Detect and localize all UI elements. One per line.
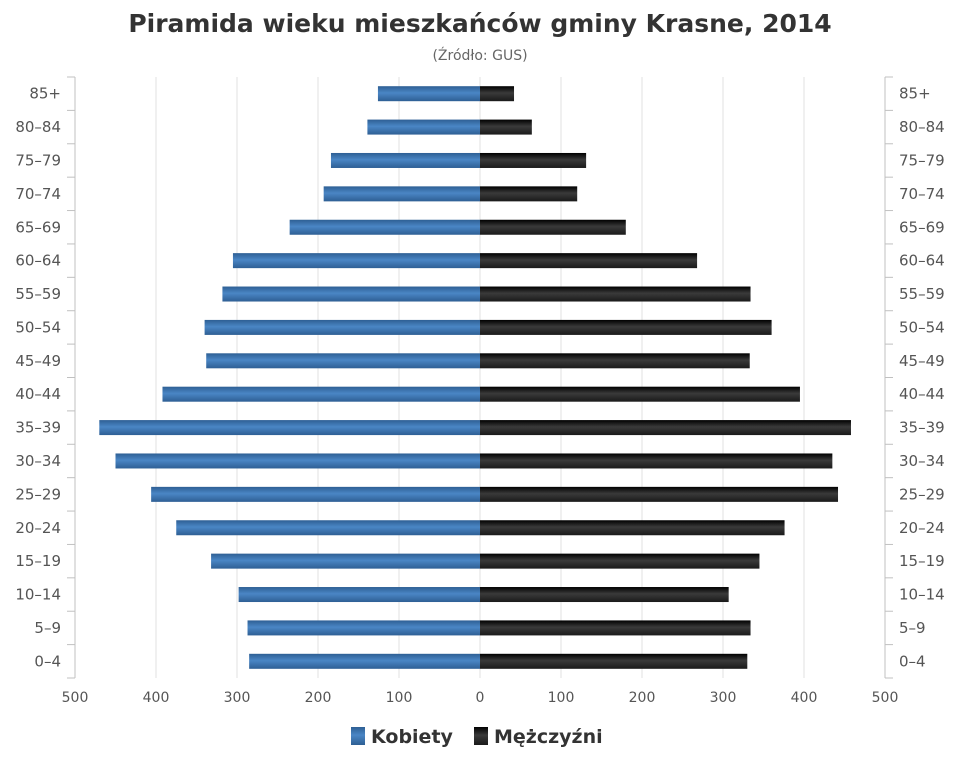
bar-female[interactable] bbox=[238, 587, 480, 603]
y-tick-label-right: 70–74 bbox=[899, 185, 945, 203]
bar-male[interactable] bbox=[480, 587, 729, 603]
y-tick-label-right: 80–84 bbox=[899, 118, 945, 136]
y-tick-label-right: 0–4 bbox=[899, 652, 926, 670]
bar-male[interactable] bbox=[480, 186, 578, 202]
y-tick-label-right: 15–19 bbox=[899, 552, 945, 570]
bar-male[interactable] bbox=[480, 286, 751, 302]
y-tick-label-right: 35–39 bbox=[899, 419, 945, 437]
bar-male[interactable] bbox=[480, 486, 839, 502]
y-tick-label-left: 75–79 bbox=[15, 151, 61, 169]
bar-male[interactable] bbox=[480, 553, 760, 569]
bar-male[interactable] bbox=[480, 86, 515, 102]
bar-male[interactable] bbox=[480, 453, 833, 469]
bar-female[interactable] bbox=[232, 253, 480, 269]
y-tick-label-left: 55–59 bbox=[15, 285, 61, 303]
bar-female[interactable] bbox=[222, 286, 481, 302]
y-tick-label-right: 85+ bbox=[899, 85, 931, 103]
x-tick-label: 500 bbox=[62, 690, 89, 706]
x-tick-label: 300 bbox=[710, 690, 737, 706]
x-tick-label: 100 bbox=[386, 690, 413, 706]
bar-male[interactable] bbox=[480, 319, 772, 335]
bar-male[interactable] bbox=[480, 353, 750, 369]
y-tick-label-right: 50–54 bbox=[899, 318, 945, 336]
bar-female[interactable] bbox=[206, 353, 480, 369]
y-tick-label-left: 0–4 bbox=[34, 652, 61, 670]
bars bbox=[99, 86, 851, 669]
y-tick-label-left: 10–14 bbox=[15, 586, 61, 604]
y-tick-label-right: 25–29 bbox=[899, 485, 945, 503]
y-tick-label-left: 65–69 bbox=[15, 218, 61, 236]
bar-female[interactable] bbox=[330, 152, 480, 168]
y-tick-label-right: 60–64 bbox=[899, 252, 945, 270]
y-tick-label-right: 30–34 bbox=[899, 452, 945, 470]
y-tick-label-right: 10–14 bbox=[899, 586, 945, 604]
legend-swatch bbox=[351, 727, 365, 745]
y-tick-label-left: 50–54 bbox=[15, 318, 61, 336]
bar-male[interactable] bbox=[480, 620, 751, 636]
bar-male[interactable] bbox=[480, 119, 532, 135]
y-tick-label-right: 65–69 bbox=[899, 218, 945, 236]
x-tick-label: 0 bbox=[476, 690, 485, 706]
x-tick-label: 100 bbox=[548, 690, 575, 706]
y-tick-label-right: 5–9 bbox=[899, 619, 926, 637]
y-tick-label-left: 15–19 bbox=[15, 552, 61, 570]
legend-label: Kobiety bbox=[371, 726, 454, 748]
y-tick-label-right: 45–49 bbox=[899, 352, 945, 370]
bar-female[interactable] bbox=[151, 486, 480, 502]
bar-female[interactable] bbox=[249, 653, 480, 669]
bar-male[interactable] bbox=[480, 386, 800, 402]
y-tick-label-left: 70–74 bbox=[15, 185, 61, 203]
y-tick-label-right: 55–59 bbox=[899, 285, 945, 303]
bar-female[interactable] bbox=[204, 319, 480, 335]
legend-label: Mężczyźni bbox=[494, 726, 603, 748]
bar-male[interactable] bbox=[480, 653, 748, 669]
y-tick-label-left: 85+ bbox=[29, 85, 61, 103]
bar-female[interactable] bbox=[323, 186, 480, 202]
x-tick-label: 400 bbox=[143, 690, 170, 706]
y-tick-label-left: 80–84 bbox=[15, 118, 61, 136]
y-tick-label-left: 5–9 bbox=[34, 619, 61, 637]
bar-female[interactable] bbox=[162, 386, 481, 402]
y-tick-label-left: 45–49 bbox=[15, 352, 61, 370]
bar-female[interactable] bbox=[377, 86, 480, 102]
x-tick-label: 200 bbox=[629, 690, 656, 706]
bar-male[interactable] bbox=[480, 520, 785, 536]
x-tick-label: 400 bbox=[791, 690, 818, 706]
axes: 500 400 300 200 100 0 100 200 300 400 500 85+ 85+ 80–… bbox=[15, 76, 945, 706]
y-tick-label-left: 40–44 bbox=[15, 385, 61, 403]
y-tick-label-left: 25–29 bbox=[15, 485, 61, 503]
bar-female[interactable] bbox=[176, 520, 480, 536]
bar-female[interactable] bbox=[289, 219, 480, 235]
x-tick-label: 200 bbox=[305, 690, 332, 706]
bar-male[interactable] bbox=[480, 219, 626, 235]
chart-title: Piramida wieku mieszkańców gminy Krasne,… bbox=[128, 9, 831, 38]
legend-item-kobiety[interactable]: Kobiety bbox=[351, 726, 454, 748]
x-tick-label: 300 bbox=[224, 690, 251, 706]
y-tick-label-left: 20–24 bbox=[15, 519, 61, 537]
legend-item-mezczyzni[interactable]: Mężczyźni bbox=[474, 726, 603, 748]
y-tick-label-right: 40–44 bbox=[899, 385, 945, 403]
legend[interactable]: Kobiety Mężczyźni bbox=[351, 726, 603, 748]
bar-female[interactable] bbox=[211, 553, 480, 569]
y-tick-label-right: 20–24 bbox=[899, 519, 945, 537]
bar-female[interactable] bbox=[99, 420, 481, 436]
bar-female[interactable] bbox=[115, 453, 481, 469]
y-tick-label-right: 75–79 bbox=[899, 151, 945, 169]
x-tick-label: 500 bbox=[872, 690, 899, 706]
bar-male[interactable] bbox=[480, 253, 698, 269]
legend-swatch bbox=[474, 727, 488, 745]
y-tick-label-left: 35–39 bbox=[15, 419, 61, 437]
chart-subtitle: (Źródło: GUS) bbox=[432, 46, 527, 64]
bar-female[interactable] bbox=[367, 119, 480, 135]
bar-female[interactable] bbox=[247, 620, 480, 636]
y-tick-label-left: 30–34 bbox=[15, 452, 61, 470]
y-tick-label-left: 60–64 bbox=[15, 252, 61, 270]
bar-male[interactable] bbox=[480, 152, 587, 168]
bar-male[interactable] bbox=[480, 420, 851, 436]
